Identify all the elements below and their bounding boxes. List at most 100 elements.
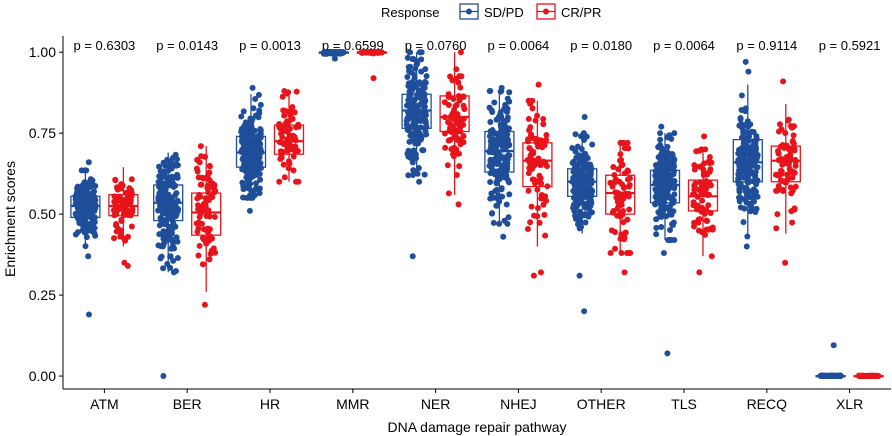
data-point <box>293 88 300 95</box>
outlier-point <box>581 308 588 315</box>
data-point <box>162 186 169 193</box>
data-point <box>255 91 262 98</box>
outlier-point <box>537 269 544 276</box>
data-point <box>502 123 509 130</box>
data-point <box>198 220 205 227</box>
data-point <box>207 250 214 257</box>
data-point <box>576 152 583 159</box>
outlier-point <box>581 113 588 120</box>
data-point <box>792 183 799 190</box>
data-point <box>486 88 493 95</box>
data-point <box>447 136 454 143</box>
data-point <box>658 156 665 163</box>
data-point <box>657 130 664 137</box>
data-point <box>415 165 422 172</box>
data-point <box>458 73 465 80</box>
data-point <box>293 178 300 185</box>
legend-entry-sd-pd[interactable]: SD/PD <box>459 3 524 20</box>
data-point <box>412 118 419 125</box>
data-point <box>170 181 177 188</box>
data-point <box>540 115 547 122</box>
data-point <box>773 225 780 232</box>
points-cr-pr-hr <box>276 88 302 185</box>
data-point <box>245 144 252 151</box>
data-point <box>161 208 168 215</box>
data-point <box>419 117 426 124</box>
data-point <box>196 214 203 221</box>
data-point <box>538 180 545 187</box>
data-point <box>256 170 263 177</box>
data-point <box>703 226 710 233</box>
data-point <box>543 163 550 170</box>
box-sd-pd-xlr <box>815 374 846 378</box>
data-point <box>199 261 206 268</box>
data-point <box>442 144 449 151</box>
legend-entry-cr-pr[interactable]: CR/PR <box>536 3 601 20</box>
data-point <box>200 201 207 208</box>
data-point <box>409 159 416 166</box>
data-point <box>166 202 173 209</box>
data-point <box>615 198 622 205</box>
data-point <box>571 164 578 171</box>
outlier-point <box>530 272 537 279</box>
data-point <box>503 175 510 182</box>
data-point <box>752 168 759 175</box>
data-point <box>257 176 264 183</box>
data-point <box>449 77 456 84</box>
data-point <box>740 129 747 136</box>
data-point <box>665 237 672 244</box>
data-point <box>543 132 550 139</box>
data-point <box>702 180 709 187</box>
p-value-nhej: p = 0.0064 <box>487 38 549 53</box>
data-point <box>740 219 747 226</box>
data-point <box>277 156 284 163</box>
data-point <box>525 136 532 143</box>
data-point <box>501 118 508 125</box>
data-point <box>653 231 660 238</box>
data-point <box>280 161 287 168</box>
data-point <box>784 171 791 178</box>
data-point <box>252 186 259 193</box>
data-point <box>494 160 501 167</box>
data-point <box>242 137 249 144</box>
data-point <box>666 152 673 159</box>
data-point <box>621 184 628 191</box>
data-point <box>773 187 780 194</box>
data-point <box>611 229 618 236</box>
data-point <box>81 167 88 174</box>
outlier-point <box>743 243 750 250</box>
box-cr-pr-recq <box>770 104 801 234</box>
data-point <box>119 197 126 204</box>
data-point <box>612 245 619 252</box>
data-point <box>775 148 782 155</box>
data-point <box>441 99 448 106</box>
x-tick-label-ner: NER <box>421 396 451 412</box>
data-point <box>691 162 698 169</box>
data-point <box>168 230 175 237</box>
data-point <box>456 150 463 157</box>
x-tick-label-ber: BER <box>173 396 202 412</box>
data-point <box>775 182 782 189</box>
data-point <box>199 235 206 242</box>
box-sd-pd-ner <box>401 52 432 176</box>
y-tick-label: 0.50 <box>29 206 56 222</box>
data-point <box>416 79 423 86</box>
data-point <box>458 122 465 129</box>
data-point <box>460 93 467 100</box>
data-point <box>495 193 502 200</box>
data-point <box>406 93 413 100</box>
data-point <box>613 176 620 183</box>
data-point <box>525 170 532 177</box>
data-point <box>610 208 617 215</box>
data-point <box>750 207 757 214</box>
data-point <box>738 92 745 99</box>
outlier-point <box>701 133 708 140</box>
data-point <box>449 110 456 117</box>
data-point <box>240 108 247 115</box>
data-point <box>421 95 428 102</box>
data-point <box>506 152 513 159</box>
data-point <box>610 164 617 171</box>
data-point <box>409 171 416 178</box>
data-point <box>607 249 614 256</box>
